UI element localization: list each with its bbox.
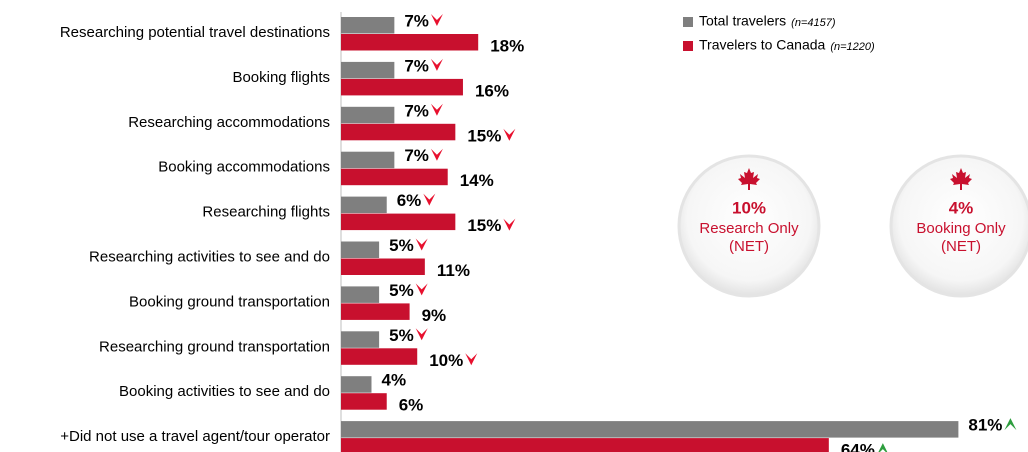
significance-marker: [430, 14, 443, 26]
callout-value: 4%: [949, 198, 974, 217]
bar: [341, 376, 372, 393]
value-label: 5%: [389, 236, 414, 255]
bar: [341, 106, 395, 124]
value-label: 14%: [460, 171, 494, 190]
value-label: 64%: [841, 441, 875, 452]
bar: [341, 34, 479, 51]
category-label: Booking flights: [232, 69, 330, 86]
value-label: 15%: [467, 126, 501, 145]
significance-marker: [415, 238, 428, 251]
callout-circle: [889, 154, 1028, 298]
callout-value: 10%: [732, 198, 766, 217]
bar: [341, 421, 959, 438]
value-label: 7%: [404, 56, 429, 75]
value-label: 7%: [404, 101, 429, 120]
value-label: 7%: [404, 11, 429, 30]
callout-text: Research Only: [699, 220, 799, 237]
legend-n: (n=1220): [830, 41, 875, 53]
significance-marker: [423, 193, 436, 206]
legend-label: Travelers to Canada: [699, 37, 826, 53]
maple-leaf: [950, 168, 972, 190]
category-label: Researching ground transportation: [99, 338, 330, 355]
category-label: Booking accommodations: [158, 159, 330, 176]
value-label: 10%: [429, 351, 463, 370]
significance-marker: [415, 328, 428, 341]
callout-text: (NET): [729, 238, 769, 255]
value-label: 9%: [422, 306, 447, 325]
significance-marker: [430, 58, 443, 71]
value-label: 18%: [490, 36, 524, 55]
bar: [341, 168, 448, 186]
value-label: 16%: [475, 81, 509, 100]
value-label: 5%: [389, 281, 414, 300]
significance-marker: [415, 283, 428, 296]
bar: [341, 393, 387, 410]
bar: [341, 286, 380, 303]
category-label: +Did not use a travel agent/tour operato…: [60, 428, 330, 445]
significance-marker: [465, 353, 478, 366]
significance-marker: [430, 148, 443, 161]
category-label: Researching activities to see and do: [89, 248, 330, 265]
significance-marker: [430, 103, 443, 116]
maple-leaf: [738, 168, 760, 190]
bar: [341, 123, 456, 141]
bar: [341, 348, 418, 365]
bar: [341, 303, 410, 320]
significance-marker: [1004, 418, 1017, 431]
bar: [341, 258, 425, 275]
bar: [341, 331, 380, 348]
category-label: Researching accommodations: [128, 114, 330, 131]
legend-label: Total travelers: [699, 13, 786, 29]
bar: [341, 438, 829, 452]
category-label: Researching potential travel destination…: [60, 24, 330, 41]
bar: [341, 61, 395, 79]
bar: [341, 78, 463, 96]
legend-swatch: [683, 41, 693, 51]
bar: [341, 196, 387, 214]
callout-text: (NET): [941, 238, 981, 255]
callout-text: Booking Only: [916, 220, 1006, 237]
bar: [341, 151, 395, 169]
bar: [341, 213, 456, 231]
significance-marker: [503, 218, 516, 231]
bar: [341, 241, 380, 258]
category-label: Booking activities to see and do: [119, 383, 330, 400]
value-label: 6%: [399, 396, 424, 415]
callout-circle: [677, 154, 821, 298]
value-label: 11%: [437, 261, 470, 280]
category-label: Booking ground transportation: [129, 293, 330, 310]
value-label: 7%: [404, 146, 429, 165]
bar: [341, 17, 395, 34]
significance-marker: [503, 128, 516, 141]
legend-swatch: [683, 17, 693, 27]
value-label: 81%: [968, 416, 1002, 435]
value-label: 4%: [381, 371, 406, 390]
significance-marker: [878, 443, 888, 452]
value-label: 5%: [389, 326, 414, 345]
legend-n: (n=4157): [791, 17, 836, 29]
value-label: 15%: [467, 216, 501, 235]
value-label: 6%: [397, 191, 422, 210]
category-label: Researching flights: [202, 204, 330, 221]
